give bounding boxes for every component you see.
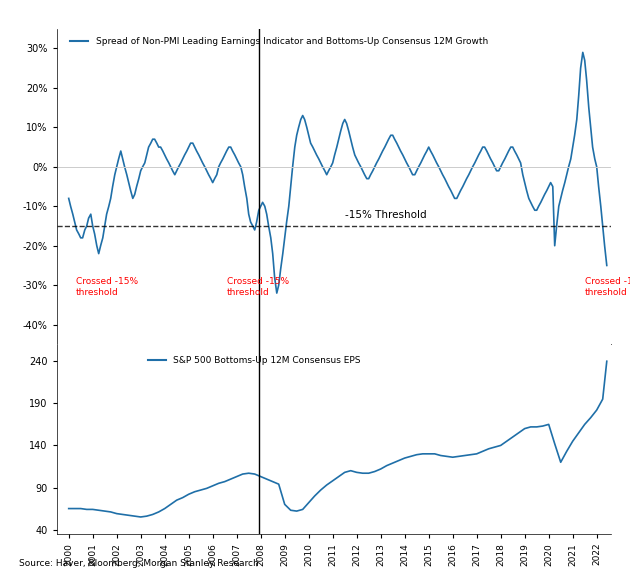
Text: Crossed -15%
threshold: Crossed -15% threshold [76, 277, 138, 297]
Legend: Spread of Non-PMI Leading Earnings Indicator and Bottoms-Up Consensus 12M Growth: Spread of Non-PMI Leading Earnings Indic… [67, 33, 491, 49]
Text: Source: Haver, Bloomberg, Morgan Stanley Research: Source: Haver, Bloomberg, Morgan Stanley… [19, 559, 259, 568]
Text: -15% Threshold: -15% Threshold [345, 210, 427, 220]
Text: Crossed -15%
threshold: Crossed -15% threshold [585, 277, 630, 297]
Text: Crossed -15%
threshold: Crossed -15% threshold [227, 277, 289, 297]
Legend: S&P 500 Bottoms-Up 12M Consensus EPS: S&P 500 Bottoms-Up 12M Consensus EPS [144, 352, 364, 369]
